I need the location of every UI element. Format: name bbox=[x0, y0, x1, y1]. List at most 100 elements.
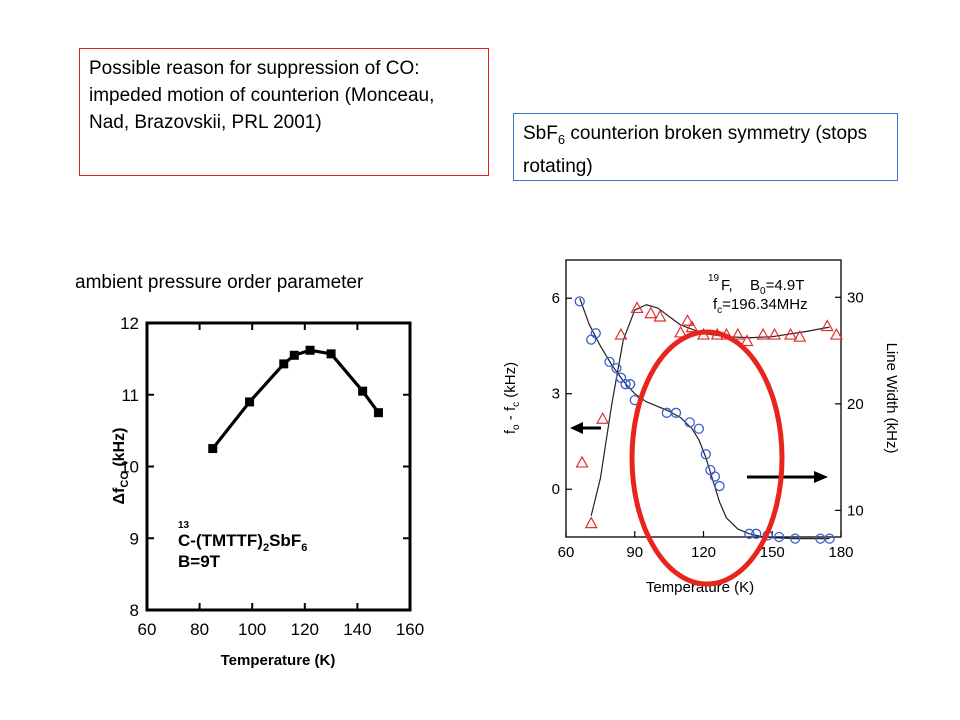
chart2-xtick-label: 90 bbox=[626, 544, 643, 561]
chart1-xtick-label: 100 bbox=[238, 620, 266, 639]
suppression-note-box: Possible reason for suppression of CO: i… bbox=[79, 48, 489, 176]
chart2-right-ytick-label: 30 bbox=[847, 289, 864, 306]
chart1-annotation: 13 C-(TMTTF)2SbF6 B=9T bbox=[178, 520, 307, 571]
chart2-triangle-point bbox=[719, 327, 733, 340]
chart2-circle-point bbox=[586, 334, 597, 345]
chart2-xtick-label: 120 bbox=[691, 544, 716, 561]
svg-text:13: 13 bbox=[178, 520, 190, 531]
chart2-triangle-point bbox=[784, 327, 798, 340]
chart2-xtick-label: 60 bbox=[558, 544, 575, 561]
chart1-ytick-label: 12 bbox=[120, 314, 139, 333]
chart2-circle-point bbox=[773, 531, 785, 543]
chart2-triangle-point bbox=[685, 320, 699, 333]
chart2-legend: 19 F, B0=4.9T fc=196.34MHz bbox=[708, 273, 808, 316]
counterion-formula: SbF6 bbox=[523, 123, 566, 147]
chart2-circle-point bbox=[700, 449, 711, 460]
chart2-triangle-point bbox=[820, 319, 834, 332]
chart2-fit-curves bbox=[579, 298, 830, 540]
chart2-triangle-point bbox=[653, 309, 667, 322]
svg-text:fo - fc (kHz): fo - fc (kHz) bbox=[502, 362, 522, 434]
svg-text:19: 19 bbox=[708, 273, 720, 284]
chart1-data-point bbox=[208, 444, 218, 454]
chart2-ticks: 60 90 120 150 180 0 3 6 10 20 30 bbox=[552, 289, 864, 561]
chart2-triangle-point bbox=[768, 327, 782, 340]
chart1-ytick-label: 9 bbox=[130, 529, 139, 548]
chart2-left-ytick-label: 3 bbox=[552, 386, 560, 403]
chart1-ylabel: ΔfCO (kHz) bbox=[111, 428, 131, 505]
chart2-circle-point bbox=[751, 528, 762, 539]
chart2-triangle-point bbox=[644, 306, 658, 319]
counterion-note-box: SbF6 counterion broken symmetry (stops r… bbox=[513, 113, 898, 181]
chart1-xtick-label: 160 bbox=[396, 620, 424, 639]
chart1-xtick-label: 80 bbox=[190, 620, 209, 639]
svg-text:ΔfCO (kHz): ΔfCO (kHz) bbox=[111, 428, 131, 505]
svg-text:F,: F, bbox=[721, 277, 733, 294]
chart2-fit-curve-left bbox=[579, 298, 830, 540]
left-pointing-arrow bbox=[570, 422, 601, 434]
chart2-triangle-point bbox=[575, 455, 589, 468]
chart2-right-ylabel: Line Width (kHz) bbox=[883, 343, 900, 454]
chart2-circle-point bbox=[762, 530, 773, 541]
chart1-ytick-label: 11 bbox=[121, 386, 139, 405]
chart2-triangle-point bbox=[630, 301, 644, 314]
chart1-xtick-label: 60 bbox=[138, 620, 157, 639]
chart2-circle-point bbox=[824, 533, 835, 544]
chart2-triangle-point bbox=[756, 327, 770, 340]
chart2-circle-point bbox=[744, 528, 755, 539]
chart1-xlabel: Temperature (K) bbox=[221, 652, 336, 669]
chart2-frame bbox=[565, 259, 842, 538]
chart2-fit-curve-right bbox=[590, 304, 830, 516]
chart2-triangle-point bbox=[584, 516, 598, 529]
chart2-left-ytick-label: 6 bbox=[552, 290, 560, 307]
highlight-ellipse bbox=[629, 329, 785, 587]
chart2-triangle-point bbox=[596, 411, 610, 424]
chart2-circle-point bbox=[611, 363, 622, 374]
chart2-circle-point bbox=[670, 407, 682, 418]
chart2-right-ytick-label: 10 bbox=[847, 502, 864, 519]
chart2-circle-point bbox=[709, 471, 721, 482]
counterion-note-text: counterion broken symmetry (stops rotati… bbox=[523, 123, 868, 177]
chart2-circle-point bbox=[693, 423, 705, 434]
svg-text:fc=196.34MHz: fc=196.34MHz bbox=[713, 296, 808, 316]
chart2-triangle-point bbox=[740, 334, 754, 347]
chart2-circle-point bbox=[620, 379, 631, 390]
chart2-circle-point bbox=[684, 417, 695, 428]
chart2-circle-point bbox=[625, 379, 636, 390]
chart2-xlabel: Temperature (K) bbox=[646, 579, 754, 596]
right-pointing-arrow bbox=[747, 471, 828, 483]
chart2-left-ylabel: fo - fc (kHz) bbox=[502, 362, 522, 434]
chart2-circle-point bbox=[705, 464, 716, 476]
chart1-ytick-label: 8 bbox=[130, 601, 139, 620]
chart1-ticks: 60 80 100 120 140 160 8 9 10 11 12 bbox=[120, 314, 424, 639]
chart1-data-point bbox=[358, 386, 368, 396]
chart2-left-ytick-label: 0 bbox=[552, 481, 560, 498]
chart2-triangle-point bbox=[696, 327, 711, 340]
left-chart-caption: ambient pressure order parameter bbox=[75, 272, 364, 293]
chart2-right-ytick-label: 20 bbox=[847, 396, 864, 413]
chart1-data-point bbox=[245, 397, 255, 407]
chart2-circle-point bbox=[714, 480, 725, 492]
chart2-circle-point bbox=[615, 372, 627, 383]
suppression-note-text: Possible reason for suppression of CO: i… bbox=[89, 58, 435, 133]
chart2-circle-point bbox=[629, 394, 640, 406]
svg-text:B=9T: B=9T bbox=[178, 552, 221, 571]
chart1-data-point bbox=[289, 350, 299, 360]
chart2-triangle-point bbox=[710, 327, 724, 340]
chart2-triangle-point bbox=[680, 313, 694, 326]
chart2-circle-point bbox=[590, 328, 601, 339]
chart1-ytick-label: 10 bbox=[120, 458, 139, 477]
svg-text:C-(TMTTF)2SbF6: C-(TMTTF)2SbF6 bbox=[178, 531, 307, 554]
chart1-xtick-label: 120 bbox=[291, 620, 319, 639]
chart1-frame bbox=[145, 321, 412, 612]
chart1-data-point bbox=[279, 359, 289, 369]
chart1-data-point bbox=[373, 408, 383, 418]
chart1-series-line bbox=[211, 348, 380, 450]
chart2-circle-point bbox=[790, 533, 801, 544]
chart2-circle-point bbox=[604, 356, 615, 368]
chart1-data bbox=[208, 345, 383, 454]
chart2-circle-point bbox=[574, 296, 585, 307]
chart2-xtick-label: 150 bbox=[760, 544, 785, 561]
chart2-xtick-label: 180 bbox=[828, 544, 853, 561]
chart2-circle-point bbox=[815, 533, 826, 544]
chart2-circle-point bbox=[661, 407, 672, 418]
